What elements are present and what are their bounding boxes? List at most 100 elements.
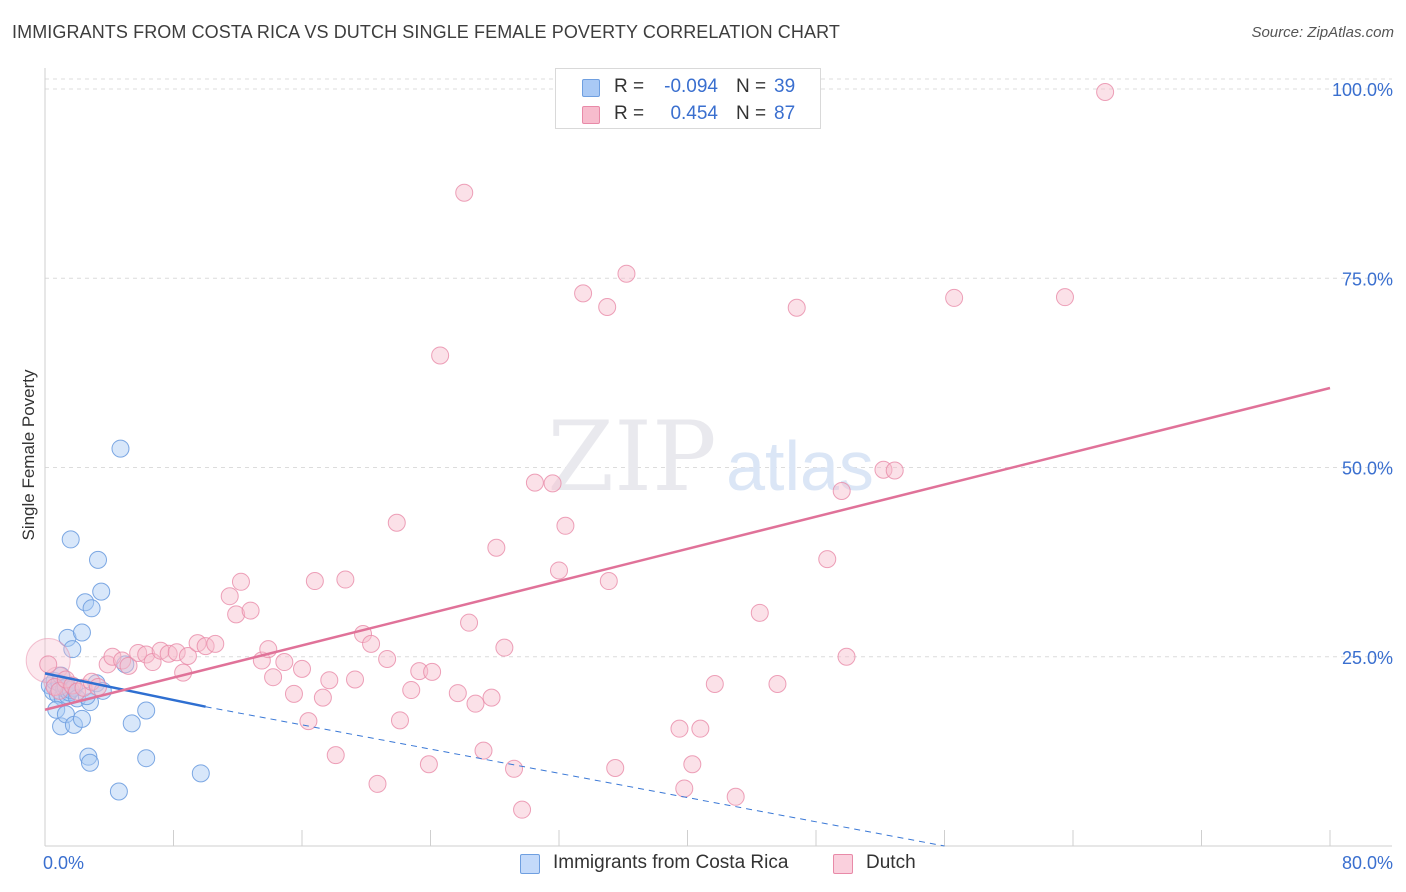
dutch-point: [574, 284, 593, 303]
dutch-point: [598, 298, 617, 317]
dutch-point: [368, 774, 387, 793]
dutch-point: [683, 755, 702, 774]
y-tick-label-75: 75.0%: [1342, 269, 1393, 289]
costa-rica-point: [92, 582, 111, 601]
dutch-point: [466, 694, 485, 713]
source-label: Source: ZipAtlas.com: [1251, 24, 1394, 41]
dutch-point: [320, 671, 339, 690]
dutch-point: [137, 645, 156, 664]
dutch-point: [787, 298, 806, 317]
dutch-point: [837, 647, 856, 666]
dutch-point: [231, 572, 250, 591]
x-tick-label-start: 0.0%: [43, 853, 84, 873]
costa-rica-point: [137, 701, 156, 720]
n-label: N =: [736, 103, 767, 124]
dutch-point: [726, 787, 745, 806]
x-tick-label-end: 80.0%: [1342, 853, 1393, 873]
dutch-point: [495, 638, 514, 657]
watermark: ZIP atlas: [547, 401, 874, 513]
dutch-point: [326, 746, 345, 765]
chart-title: IMMIGRANTS FROM COSTA RICA VS DUTCH SING…: [12, 22, 840, 42]
y-axis-label: Single Female Poverty: [19, 369, 38, 541]
costa-rica-point: [79, 747, 98, 766]
dutch-point: [63, 676, 82, 695]
r-label: R =: [614, 76, 645, 97]
dutch-point: [460, 613, 479, 632]
dutch-point: [525, 473, 544, 492]
dutch-point: [39, 655, 58, 674]
n-value: 87: [774, 103, 796, 124]
dutch-point: [419, 755, 438, 774]
costa-rica-point: [89, 550, 108, 569]
dutch-point: [750, 603, 769, 622]
dutch-point: [431, 346, 450, 365]
dutch-point: [1096, 83, 1115, 102]
y-tick-label-100: 100.0%: [1332, 80, 1393, 100]
dutch-point: [167, 643, 186, 662]
x-tick-labels: 0.0% 80.0%: [43, 853, 1393, 873]
dutch-point: [305, 572, 324, 591]
dutch-point: [487, 538, 506, 557]
dutch-point: [448, 684, 467, 703]
dutch-point: [691, 719, 710, 738]
r-value: -0.094: [664, 76, 718, 97]
trend-lines: [44, 386, 1331, 847]
costa-rica-point: [82, 599, 101, 618]
dutch-point: [387, 513, 406, 532]
dutch-point: [1055, 288, 1074, 307]
dutch-point: [206, 634, 225, 653]
y-tick-label-25: 25.0%: [1342, 648, 1393, 668]
dutch-point: [119, 656, 138, 675]
costa-rica-point: [61, 530, 80, 549]
costa-rica-point: [63, 640, 82, 659]
costa-rica-point: [72, 709, 91, 728]
dutch-trend-line: [44, 386, 1331, 711]
axes: [44, 68, 1392, 847]
series-dutch-points: [25, 83, 1115, 819]
dutch-point: [346, 670, 365, 689]
dutch-point: [390, 711, 409, 730]
dutch-point: [293, 659, 311, 678]
costa-rica-point: [80, 753, 99, 772]
legend-swatch-dutch: [833, 854, 853, 874]
costa-rica-point: [191, 764, 210, 783]
dutch-point: [227, 605, 246, 624]
legend-swatch-dutch: [582, 106, 600, 124]
dutch-point: [103, 647, 122, 666]
dutch-point: [675, 779, 694, 798]
costa-rica-point: [137, 749, 156, 768]
legend-label-costa-rica: Immigrants from Costa Rica: [553, 852, 789, 873]
dutch-point: [945, 288, 964, 307]
dutch-point: [818, 550, 837, 569]
dutch-point: [313, 688, 332, 707]
dutch-point: [617, 264, 636, 283]
gridlines: [45, 78, 1392, 658]
dutch-point: [89, 678, 108, 697]
correlation-legend: R = -0.094 N = 39 R = 0.454 N = 87: [555, 68, 821, 129]
dutch-point: [241, 601, 260, 620]
dutch-point: [606, 759, 625, 778]
dutch-point: [482, 688, 501, 707]
dutch-point: [505, 759, 524, 778]
costa-rica-point: [72, 623, 91, 642]
r-label: R =: [614, 103, 645, 124]
series-costa-rica-points: [40, 439, 210, 801]
watermark-atlas: atlas: [726, 427, 874, 505]
n-label: N =: [736, 76, 767, 97]
dutch-point: [513, 800, 532, 819]
legend-row-dutch: R = 0.454 N = 87: [556, 103, 820, 127]
dutch-point: [362, 634, 381, 653]
costa-rica-trend-extension: [205, 706, 945, 847]
costa-rica-point: [58, 628, 77, 647]
dutch-point: [885, 461, 904, 480]
dutch-point: [550, 561, 568, 580]
dutch-point: [599, 572, 618, 591]
dutch-point: [410, 662, 429, 681]
dutch-point: [768, 675, 787, 694]
legend-swatch-costa-rica: [520, 854, 540, 874]
dutch-point: [284, 684, 303, 703]
dutch-point: [402, 681, 421, 700]
costa-rica-point: [109, 782, 128, 801]
dutch-cluster-point: [25, 638, 71, 684]
dutch-point: [832, 481, 851, 500]
